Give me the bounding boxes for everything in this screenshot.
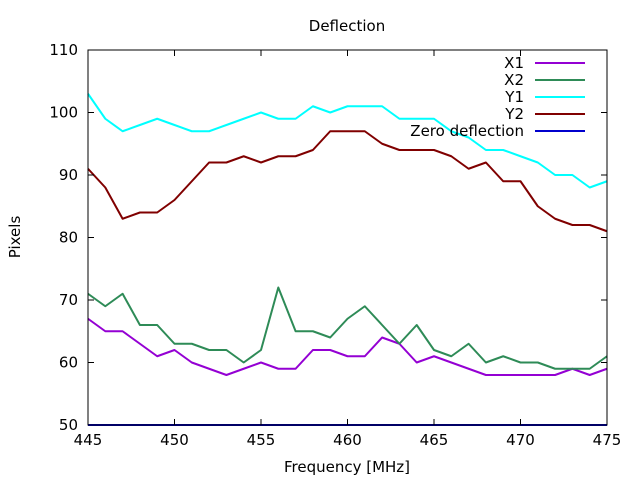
legend-label-x2: X2	[504, 71, 524, 89]
y-tick-label: 50	[59, 416, 78, 434]
chart-title: Deflection	[309, 17, 385, 35]
x-tick-label: 460	[333, 431, 362, 449]
series-line-y2	[87, 130, 608, 233]
y-axis-label: Pixels	[6, 216, 24, 259]
y-tick-label: 100	[49, 104, 78, 122]
x-tick-label: 470	[506, 431, 535, 449]
series-layer	[87, 93, 608, 426]
x-tick-label: 465	[420, 431, 449, 449]
x-tick-label: 475	[593, 431, 622, 449]
legend-label-zero-deflection: Zero deflection	[410, 122, 524, 140]
y-tick-label: 90	[59, 166, 78, 184]
y-tick-label: 110	[49, 41, 78, 59]
x-tick-label: 450	[160, 431, 189, 449]
y-tick-label: 60	[59, 354, 78, 372]
x-tick-label: 445	[74, 431, 103, 449]
legend-label-y2: Y2	[504, 105, 524, 123]
series-line-x1	[87, 317, 608, 376]
series-line-x2	[87, 286, 608, 370]
legend-label-y1: Y1	[504, 88, 524, 106]
legend-label-x1: X1	[504, 54, 524, 72]
series-line-y1	[87, 93, 608, 189]
x-axis-label: Frequency [MHz]	[284, 458, 410, 476]
y-tick-label: 80	[59, 229, 78, 247]
axis-layer: 445 450 455 460 465 470 475 50 60 70 80 90 100 110	[49, 41, 621, 449]
y-tick-label: 70	[59, 291, 78, 309]
x-tick-label: 455	[247, 431, 276, 449]
